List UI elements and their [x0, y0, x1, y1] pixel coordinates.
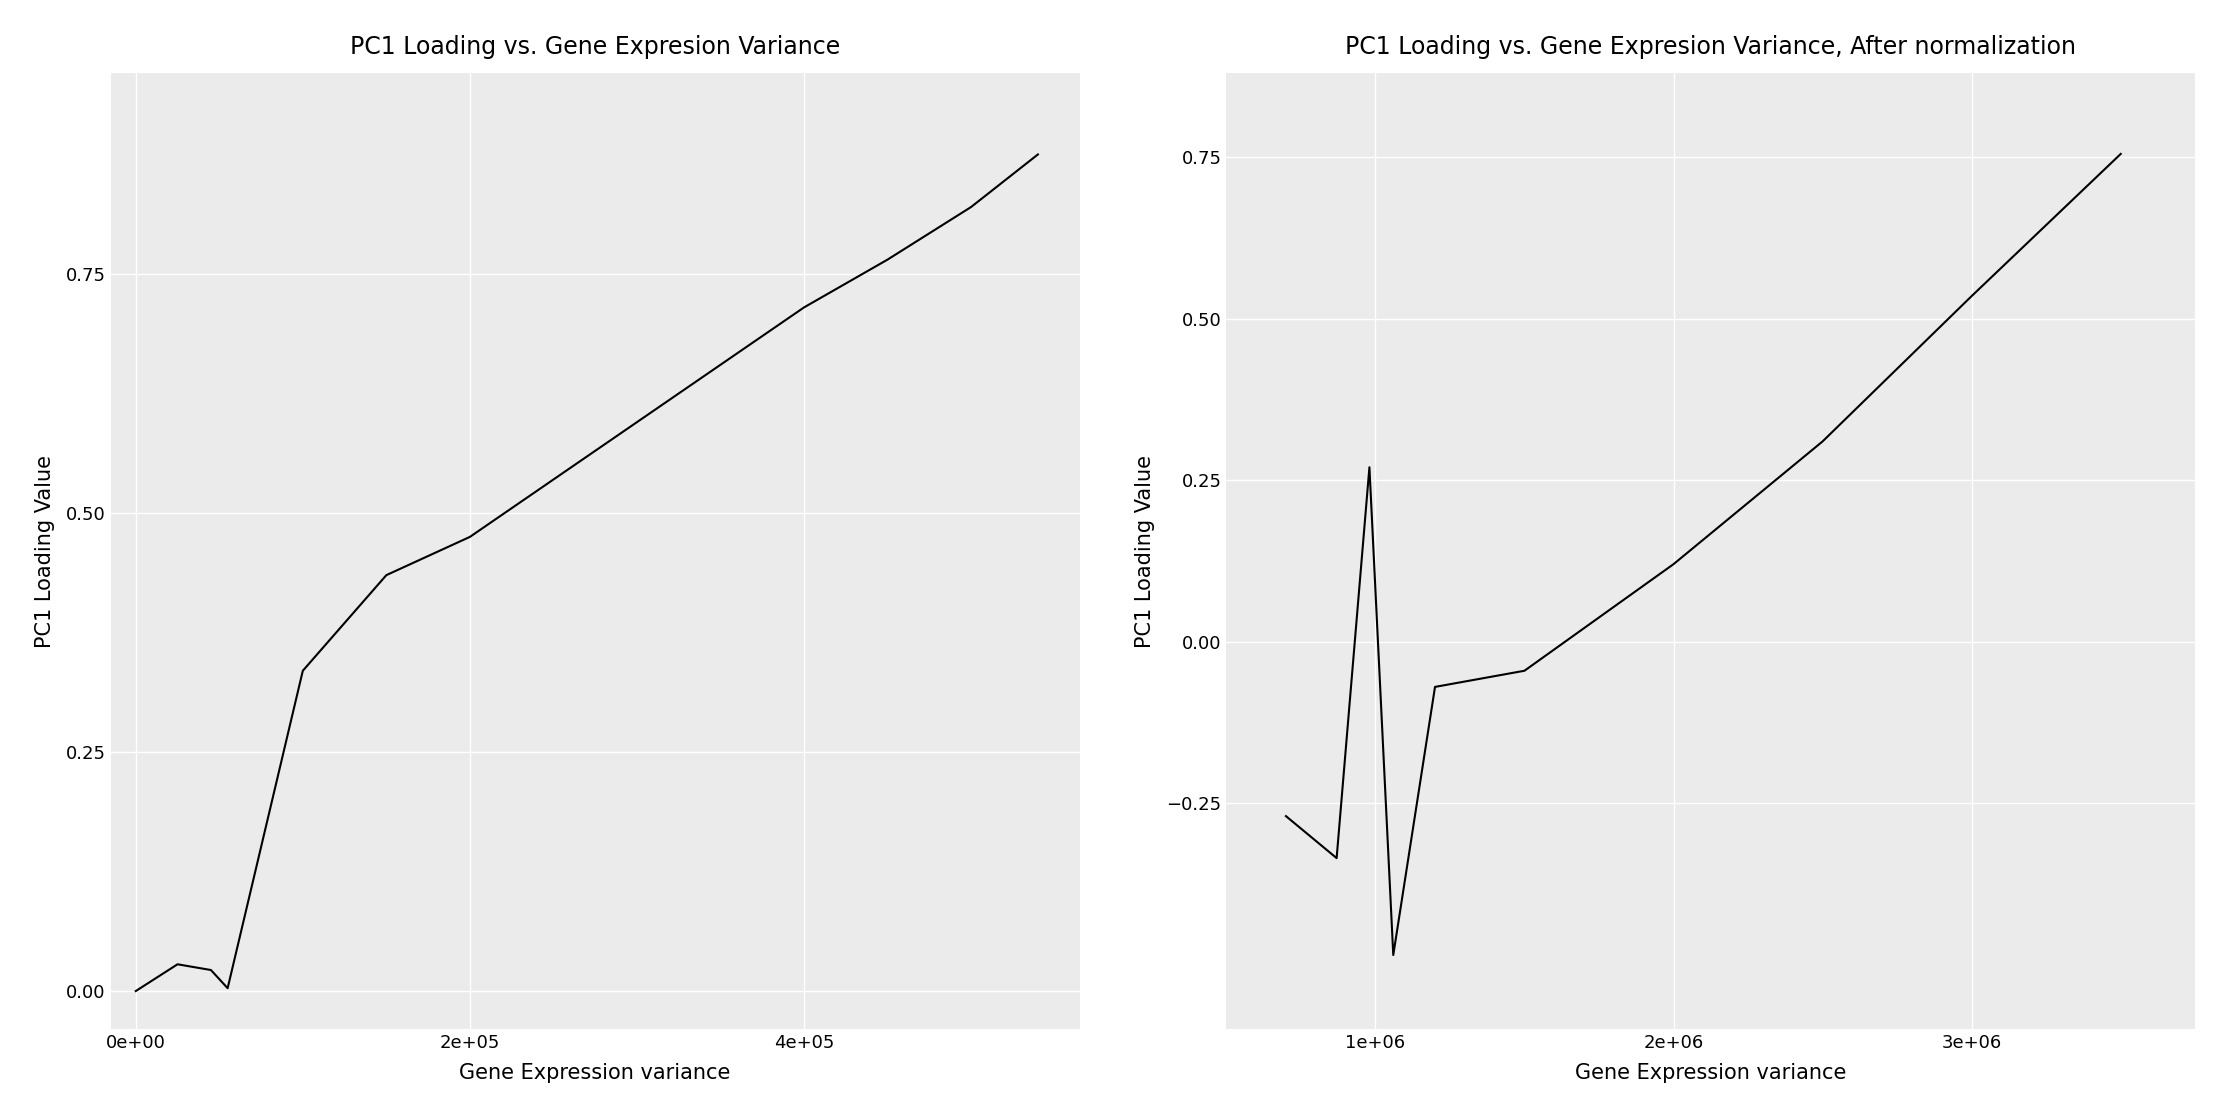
X-axis label: Gene Expression variance: Gene Expression variance: [1574, 1063, 1846, 1083]
X-axis label: Gene Expression variance: Gene Expression variance: [459, 1063, 731, 1083]
Title: PC1 Loading vs. Gene Expresion Variance, After normalization: PC1 Loading vs. Gene Expresion Variance,…: [1345, 35, 2076, 59]
Title: PC1 Loading vs. Gene Expresion Variance: PC1 Loading vs. Gene Expresion Variance: [350, 35, 841, 59]
Y-axis label: PC1 Loading Value: PC1 Loading Value: [36, 455, 56, 647]
Y-axis label: PC1 Loading Value: PC1 Loading Value: [1135, 455, 1155, 647]
